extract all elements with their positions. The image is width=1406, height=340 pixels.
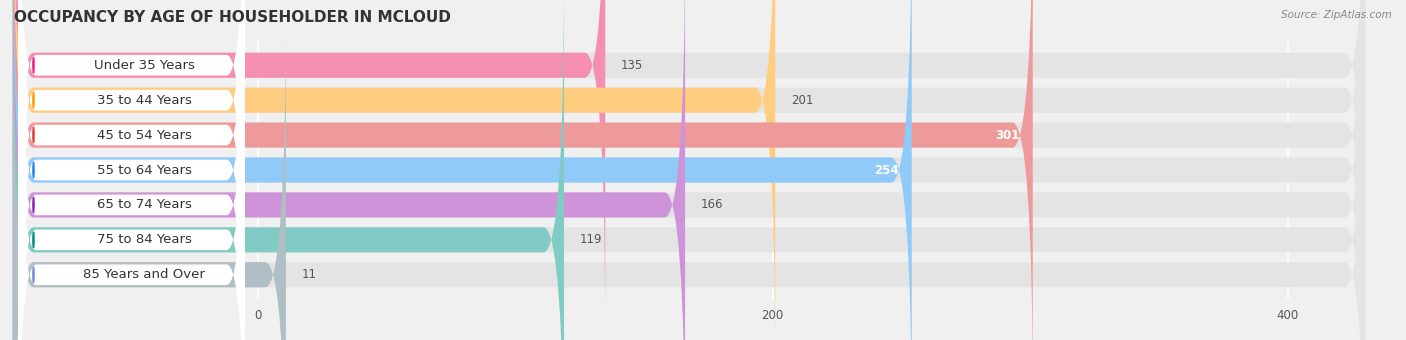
Text: 119: 119 — [579, 233, 602, 246]
Text: 75 to 84 Years: 75 to 84 Years — [97, 233, 191, 246]
FancyBboxPatch shape — [13, 0, 1365, 340]
FancyBboxPatch shape — [18, 0, 245, 340]
Text: 85 Years and Over: 85 Years and Over — [83, 268, 205, 281]
Text: Under 35 Years: Under 35 Years — [94, 59, 194, 72]
Text: OCCUPANCY BY AGE OF HOUSEHOLDER IN MCLOUD: OCCUPANCY BY AGE OF HOUSEHOLDER IN MCLOU… — [14, 10, 451, 25]
FancyBboxPatch shape — [13, 0, 1033, 340]
Text: 55 to 64 Years: 55 to 64 Years — [97, 164, 191, 176]
FancyBboxPatch shape — [13, 0, 564, 340]
Text: 166: 166 — [700, 199, 723, 211]
FancyBboxPatch shape — [13, 0, 1365, 340]
FancyBboxPatch shape — [13, 0, 1365, 340]
FancyBboxPatch shape — [18, 0, 245, 340]
Text: 65 to 74 Years: 65 to 74 Years — [97, 199, 191, 211]
Text: Source: ZipAtlas.com: Source: ZipAtlas.com — [1281, 10, 1392, 20]
FancyBboxPatch shape — [13, 0, 605, 332]
FancyBboxPatch shape — [18, 6, 245, 340]
Text: 254: 254 — [875, 164, 898, 176]
FancyBboxPatch shape — [18, 0, 245, 299]
FancyBboxPatch shape — [13, 8, 285, 340]
FancyBboxPatch shape — [13, 0, 911, 340]
Text: 35 to 44 Years: 35 to 44 Years — [97, 94, 191, 107]
FancyBboxPatch shape — [13, 0, 775, 340]
Text: 301: 301 — [995, 129, 1019, 141]
FancyBboxPatch shape — [13, 0, 1365, 340]
FancyBboxPatch shape — [13, 0, 1365, 340]
FancyBboxPatch shape — [13, 0, 685, 340]
Text: 11: 11 — [301, 268, 316, 281]
FancyBboxPatch shape — [18, 0, 245, 340]
FancyBboxPatch shape — [18, 0, 245, 334]
Text: 135: 135 — [620, 59, 643, 72]
FancyBboxPatch shape — [18, 41, 245, 340]
Text: 201: 201 — [790, 94, 813, 107]
FancyBboxPatch shape — [13, 8, 1365, 340]
FancyBboxPatch shape — [13, 0, 1365, 332]
Text: 45 to 54 Years: 45 to 54 Years — [97, 129, 191, 141]
